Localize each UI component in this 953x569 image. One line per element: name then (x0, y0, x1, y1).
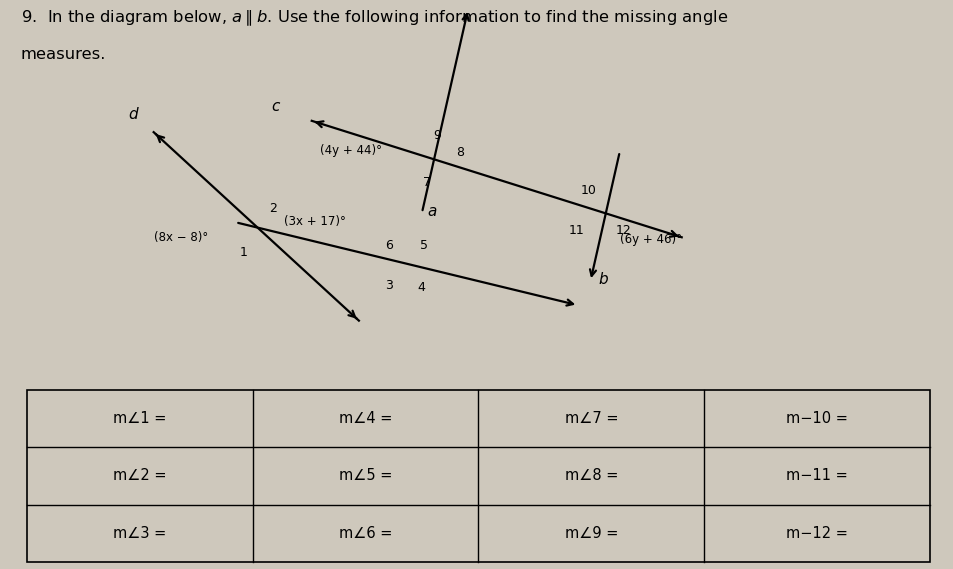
Text: m−10 =: m−10 = (785, 411, 847, 426)
Text: m∠1 =: m∠1 = (112, 411, 166, 426)
Text: 1: 1 (240, 246, 248, 259)
Text: 12: 12 (615, 224, 631, 237)
Text: m−12 =: m−12 = (785, 526, 847, 541)
Text: measures.: measures. (21, 47, 106, 61)
Text: m∠8 =: m∠8 = (564, 468, 618, 484)
Text: (4y + 44)°: (4y + 44)° (319, 145, 381, 157)
Text: (6y + 46)°: (6y + 46)° (619, 233, 681, 246)
Text: d: d (129, 107, 138, 122)
Text: 7: 7 (423, 176, 431, 189)
Text: 10: 10 (579, 184, 596, 197)
Text: m∠2 =: m∠2 = (112, 468, 166, 484)
Text: 9: 9 (433, 129, 440, 142)
Text: a: a (427, 204, 436, 218)
Text: c: c (272, 99, 279, 114)
Text: m∠3 =: m∠3 = (112, 526, 166, 541)
Text: 11: 11 (568, 224, 584, 237)
Text: 3: 3 (385, 279, 393, 292)
Text: m∠6 =: m∠6 = (338, 526, 392, 541)
Text: 9.  In the diagram below, $a \parallel b$. Use the following information to find: 9. In the diagram below, $a \parallel b$… (21, 9, 727, 28)
Text: (3x + 17)°: (3x + 17)° (284, 216, 346, 228)
Text: b: b (598, 271, 607, 287)
Text: m∠9 =: m∠9 = (564, 526, 618, 541)
Text: m∠5 =: m∠5 = (338, 468, 392, 484)
Text: m−11 =: m−11 = (785, 468, 847, 484)
Text: 5: 5 (419, 239, 427, 252)
Text: (8x − 8)°: (8x − 8)° (153, 232, 208, 244)
Text: 2: 2 (269, 202, 276, 215)
Text: 8: 8 (456, 146, 463, 159)
Text: 6: 6 (385, 239, 393, 252)
Text: m∠7 =: m∠7 = (564, 411, 618, 426)
Text: 4: 4 (417, 281, 425, 294)
Text: m∠4 =: m∠4 = (338, 411, 392, 426)
